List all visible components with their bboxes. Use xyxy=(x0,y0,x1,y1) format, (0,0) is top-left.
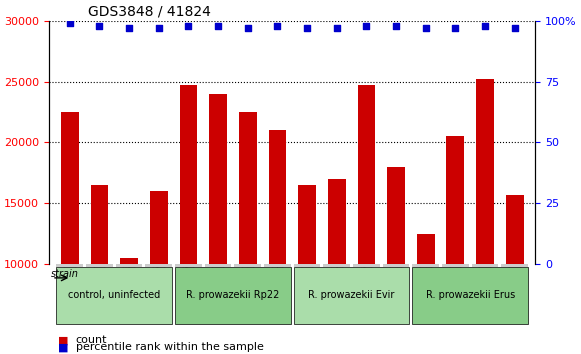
Point xyxy=(154,25,163,31)
Bar xyxy=(180,85,198,354)
Bar xyxy=(328,179,346,354)
Point xyxy=(272,23,282,28)
FancyBboxPatch shape xyxy=(383,264,410,267)
FancyBboxPatch shape xyxy=(324,264,350,267)
Bar xyxy=(209,94,227,354)
Point xyxy=(184,23,193,28)
FancyBboxPatch shape xyxy=(501,264,528,267)
Bar xyxy=(61,112,78,354)
Text: ■: ■ xyxy=(58,342,69,352)
FancyBboxPatch shape xyxy=(472,264,498,267)
Point xyxy=(213,23,223,28)
Text: R. prowazekii Rp22: R. prowazekii Rp22 xyxy=(187,290,279,299)
FancyBboxPatch shape xyxy=(86,264,113,267)
Point xyxy=(124,25,134,31)
Point xyxy=(451,25,460,31)
FancyBboxPatch shape xyxy=(175,264,202,267)
Text: count: count xyxy=(76,335,107,345)
FancyBboxPatch shape xyxy=(234,264,261,267)
Bar xyxy=(417,234,435,354)
Point xyxy=(95,23,104,28)
Text: strain: strain xyxy=(51,269,78,279)
FancyBboxPatch shape xyxy=(413,267,528,324)
Bar xyxy=(239,112,257,354)
Text: GDS3848 / 41824: GDS3848 / 41824 xyxy=(88,4,211,18)
FancyBboxPatch shape xyxy=(56,267,172,324)
Bar xyxy=(150,191,168,354)
Point xyxy=(65,20,74,26)
Point xyxy=(303,25,312,31)
FancyBboxPatch shape xyxy=(413,264,439,267)
Bar xyxy=(298,185,316,354)
FancyBboxPatch shape xyxy=(175,267,290,324)
FancyBboxPatch shape xyxy=(56,264,83,267)
Point xyxy=(243,25,252,31)
FancyBboxPatch shape xyxy=(264,264,290,267)
Text: percentile rank within the sample: percentile rank within the sample xyxy=(76,342,263,352)
Point xyxy=(510,25,519,31)
FancyBboxPatch shape xyxy=(205,264,231,267)
Point xyxy=(392,23,401,28)
Point xyxy=(421,25,431,31)
Bar xyxy=(476,79,494,354)
FancyBboxPatch shape xyxy=(116,264,142,267)
FancyBboxPatch shape xyxy=(294,264,321,267)
FancyBboxPatch shape xyxy=(294,267,410,324)
Text: R. prowazekii Erus: R. prowazekii Erus xyxy=(426,290,515,299)
Bar xyxy=(387,167,405,354)
Bar xyxy=(268,130,286,354)
Point xyxy=(332,25,342,31)
Bar xyxy=(446,136,464,354)
FancyBboxPatch shape xyxy=(145,264,172,267)
FancyBboxPatch shape xyxy=(353,264,380,267)
Bar xyxy=(91,185,108,354)
Point xyxy=(362,23,371,28)
Text: control, uninfected: control, uninfected xyxy=(68,290,160,299)
Bar xyxy=(120,258,138,354)
Text: ■: ■ xyxy=(58,335,69,345)
FancyBboxPatch shape xyxy=(442,264,469,267)
Bar xyxy=(357,85,375,354)
Point xyxy=(480,23,490,28)
Bar xyxy=(506,195,523,354)
Text: R. prowazekii Evir: R. prowazekii Evir xyxy=(309,290,394,299)
